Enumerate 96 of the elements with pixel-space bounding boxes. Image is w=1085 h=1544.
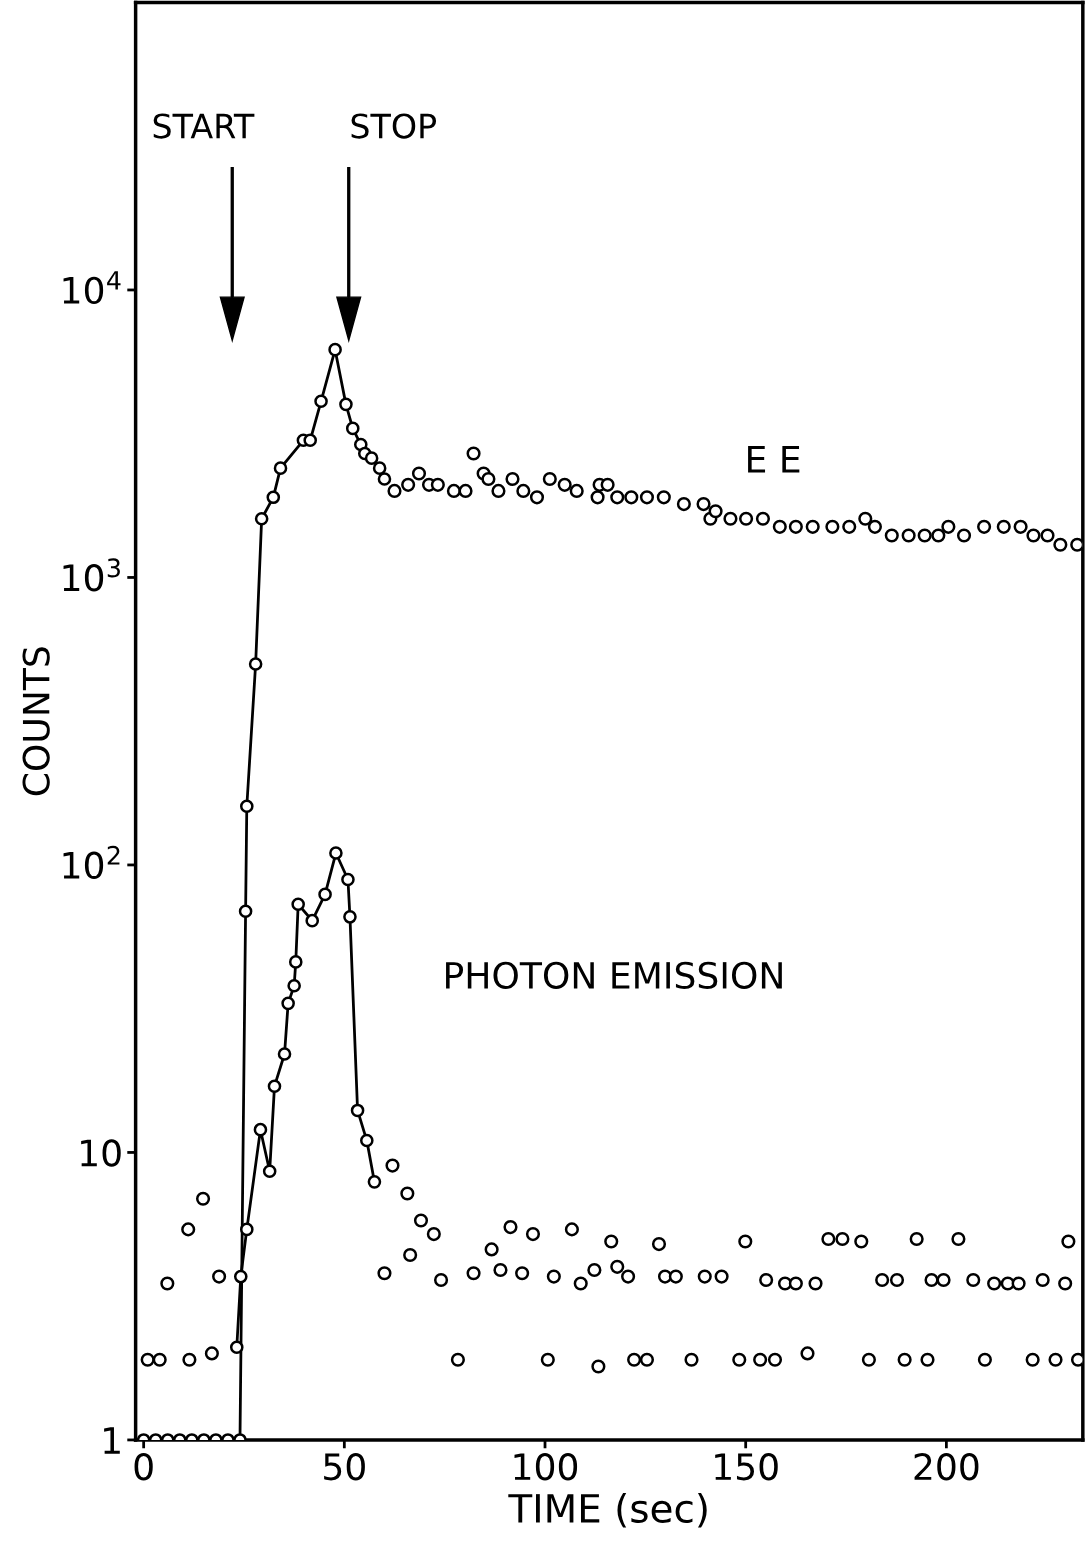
point [569,483,584,498]
point [639,490,655,505]
x-tick-label: 150 [715,1453,778,1481]
point [696,497,711,512]
point [656,490,671,505]
point [240,799,254,814]
y-tick-label: 10$^{3}$ [63,558,120,592]
point [1013,519,1028,534]
point [240,1222,254,1237]
annotation: START [153,113,255,139]
point [343,910,357,924]
point [401,477,416,492]
point [723,511,738,526]
point [411,466,427,481]
point [600,477,615,492]
point [367,1175,382,1189]
point [318,887,332,902]
point [314,394,328,409]
y-tick-label: 10 [81,1139,121,1167]
point [360,1133,374,1148]
x-tick-label: 200 [914,1453,979,1481]
point [287,978,301,993]
point [542,471,557,487]
point [867,519,882,534]
x-axis-title: TIME (sec) [508,1492,707,1528]
point [288,955,303,969]
y-axis-title: COUNTS [22,647,50,796]
point [590,490,605,505]
point [610,490,625,505]
point [491,483,506,498]
point [364,451,379,465]
point [233,1269,248,1284]
point [772,519,787,534]
point [708,504,723,519]
point [676,497,691,512]
point [1026,528,1041,543]
point [253,1122,268,1137]
y-tick-label: 10$^{4}$ [63,271,121,304]
point [917,528,932,543]
point [305,913,320,928]
point [977,519,992,534]
text: E E [748,446,800,473]
x-tick-label: 0 [134,1453,153,1481]
point [481,471,496,487]
point [505,471,520,487]
point [466,446,481,461]
point [739,511,754,526]
point [1070,537,1083,552]
point [303,433,318,448]
point [858,511,873,526]
point [1053,537,1068,552]
point [254,511,269,526]
point [277,1047,292,1061]
y-tick-label: 1 [104,1427,120,1454]
point [529,490,545,505]
point [329,846,343,860]
point [267,1079,282,1093]
point [805,519,820,534]
point [446,483,461,498]
x-tick-label: 100 [514,1453,578,1481]
x-tick-label: 50 [324,1453,365,1481]
point [387,483,402,498]
point [516,483,531,498]
annotation: STOP [351,113,437,139]
point [931,528,946,543]
point [328,342,342,357]
point [788,519,803,534]
point [229,1340,244,1355]
point [266,490,281,505]
text: PHOTON EMISSION [446,961,782,989]
point [262,1164,277,1179]
point [430,477,445,492]
point [941,519,956,534]
point [1040,528,1055,543]
point [341,872,355,887]
point [996,519,1011,534]
point [901,528,916,543]
point [238,904,253,919]
point [377,472,392,486]
y-tick-label: 10$^{2}$ [63,845,120,879]
point [884,528,899,543]
point [248,657,263,671]
point [372,461,387,475]
point [458,483,473,498]
point [956,528,972,543]
point [624,490,639,505]
point [281,996,295,1011]
point [825,519,840,534]
point [339,397,353,412]
point [557,477,572,492]
point [350,1103,365,1118]
point [291,897,305,912]
point [842,519,857,534]
point [755,511,771,526]
point [345,421,360,436]
point [273,461,288,475]
